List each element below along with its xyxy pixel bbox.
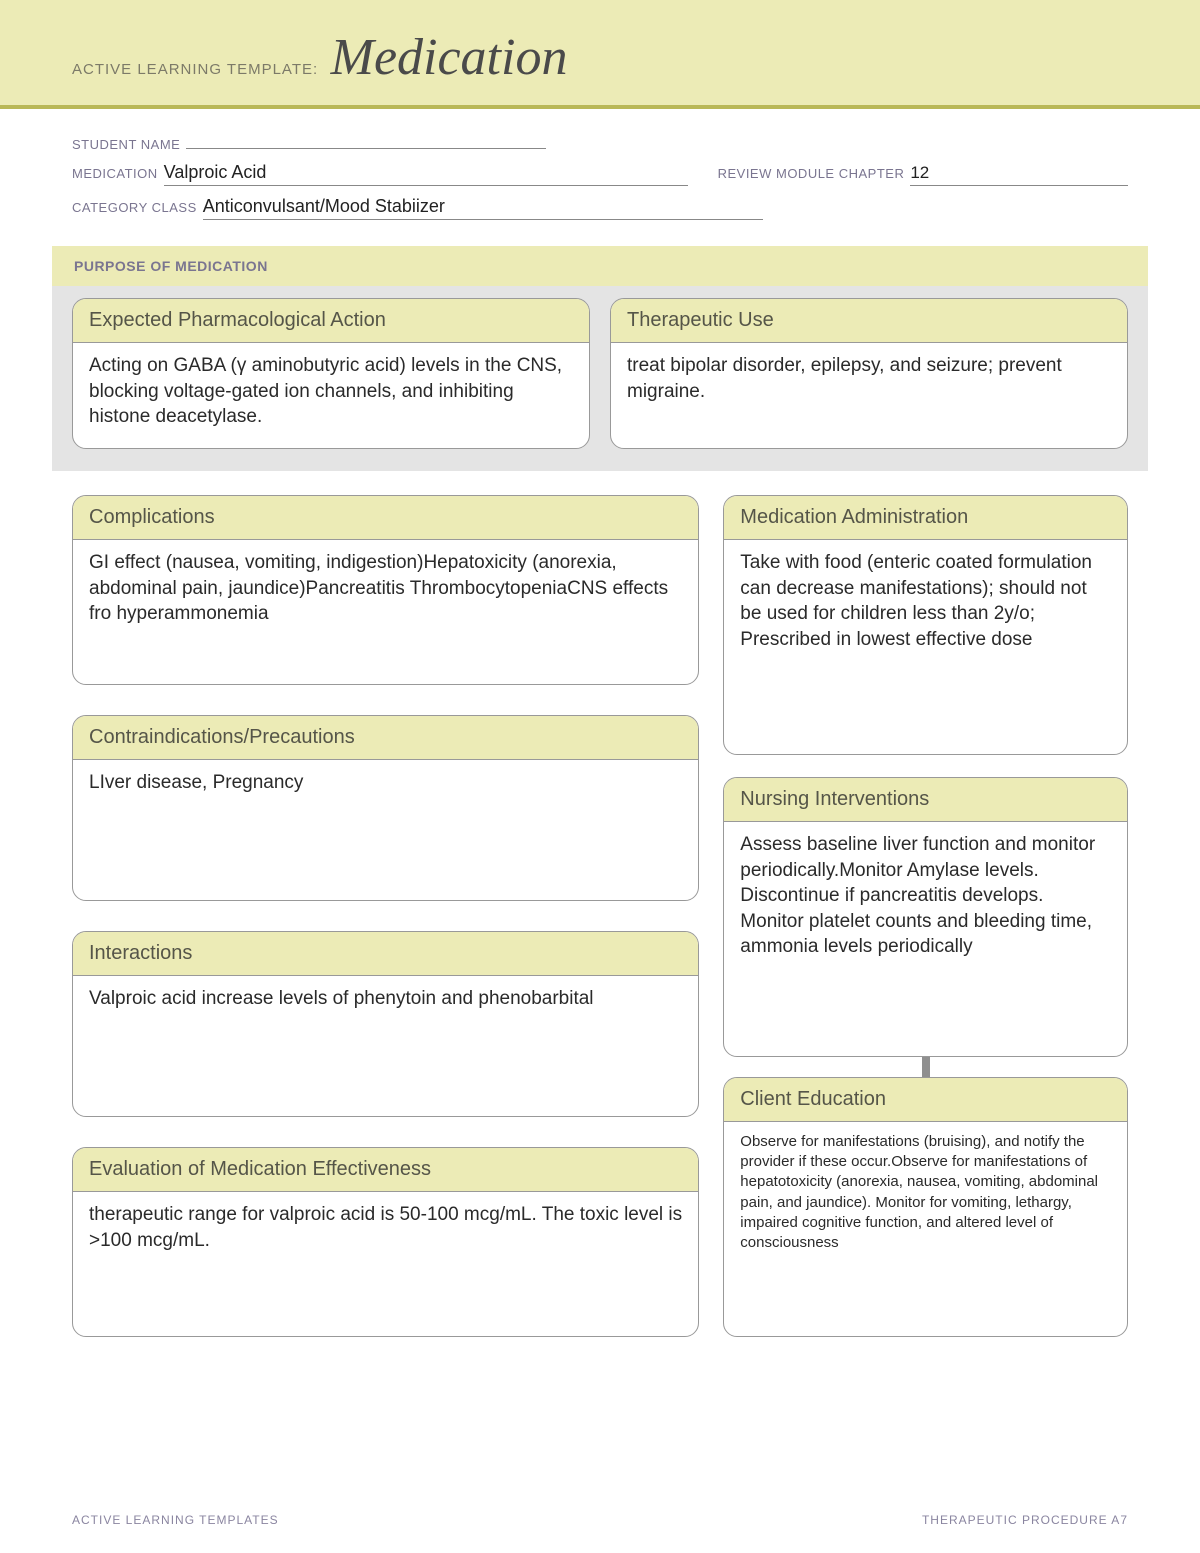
contraindications-card: Contraindications/Precautions LIver dise…: [72, 715, 699, 901]
category-label: CATEGORY CLASS: [72, 200, 197, 215]
education-body: Observe for manifestations (bruising), a…: [724, 1122, 1127, 1336]
contraindications-body: LIver disease, Pregnancy: [73, 760, 698, 900]
medication-value[interactable]: Valproic Acid: [164, 162, 688, 186]
evaluation-title: Evaluation of Medication Effectiveness: [73, 1148, 698, 1192]
nursing-body: Assess baseline liver function and monit…: [724, 822, 1127, 1056]
page: ACTIVE LEARNING TEMPLATE: Medication STU…: [0, 0, 1200, 1553]
nursing-title: Nursing Interventions: [724, 778, 1127, 822]
interactions-title: Interactions: [73, 932, 698, 976]
therapeutic-use-title: Therapeutic Use: [611, 299, 1127, 343]
therapeutic-use-body: treat bipolar disorder, epilepsy, and se…: [611, 343, 1127, 448]
nursing-education-group: Nursing Interventions Assess baseline li…: [723, 777, 1128, 1337]
right-column: Medication Administration Take with food…: [723, 495, 1128, 1337]
evaluation-card: Evaluation of Medication Effectiveness t…: [72, 1147, 699, 1337]
review-label: REVIEW MODULE CHAPTER: [718, 166, 905, 181]
education-title: Client Education: [724, 1078, 1127, 1122]
administration-title: Medication Administration: [724, 496, 1127, 540]
medication-label: MEDICATION: [72, 166, 158, 181]
category-row: CATEGORY CLASS Anticonvulsant/Mood Stabi…: [72, 196, 1128, 220]
footer-right: THERAPEUTIC PROCEDURE A7: [922, 1513, 1128, 1527]
medication-row: MEDICATION Valproic Acid: [72, 162, 688, 186]
expected-action-title: Expected Pharmacological Action: [73, 299, 589, 343]
administration-body: Take with food (enteric coated formulati…: [724, 540, 1127, 754]
footer-left: ACTIVE LEARNING TEMPLATES: [72, 1513, 279, 1527]
student-name-row: STUDENT NAME: [72, 131, 1128, 152]
administration-card: Medication Administration Take with food…: [723, 495, 1128, 755]
interactions-card: Interactions Valproic acid increase leve…: [72, 931, 699, 1117]
therapeutic-use-card: Therapeutic Use treat bipolar disorder, …: [610, 298, 1128, 449]
student-name-value[interactable]: [186, 131, 546, 149]
left-column: Complications GI effect (nausea, vomitin…: [72, 495, 699, 1337]
expected-action-card: Expected Pharmacological Action Acting o…: [72, 298, 590, 449]
header-band: ACTIVE LEARNING TEMPLATE: Medication: [0, 0, 1200, 109]
interactions-body: Valproic acid increase levels of phenyto…: [73, 976, 698, 1116]
nursing-card: Nursing Interventions Assess baseline li…: [723, 777, 1128, 1057]
contraindications-title: Contraindications/Precautions: [73, 716, 698, 760]
expected-action-body: Acting on GABA (γ aminobutyric acid) lev…: [73, 343, 589, 448]
purpose-title: PURPOSE OF MEDICATION: [52, 246, 1148, 286]
meta-block: STUDENT NAME MEDICATION Valproic Acid RE…: [0, 109, 1200, 246]
header-prefix: ACTIVE LEARNING TEMPLATE:: [72, 61, 318, 78]
connector-line: [922, 1057, 930, 1077]
purpose-section: PURPOSE OF MEDICATION Expected Pharmacol…: [52, 246, 1148, 471]
review-row: REVIEW MODULE CHAPTER 12: [718, 163, 1128, 186]
student-name-label: STUDENT NAME: [72, 137, 180, 152]
evaluation-body: therapeutic range for valproic acid is 5…: [73, 1192, 698, 1336]
main-grid: Complications GI effect (nausea, vomitin…: [0, 471, 1200, 1337]
category-value[interactable]: Anticonvulsant/Mood Stabiizer: [203, 196, 763, 220]
complications-body: GI effect (nausea, vomiting, indigestion…: [73, 540, 698, 684]
complications-card: Complications GI effect (nausea, vomitin…: [72, 495, 699, 685]
complications-title: Complications: [73, 496, 698, 540]
header-title: Medication: [331, 28, 568, 87]
review-value[interactable]: 12: [910, 163, 1128, 186]
footer: ACTIVE LEARNING TEMPLATES THERAPEUTIC PR…: [72, 1513, 1128, 1527]
education-card: Client Education Observe for manifestati…: [723, 1077, 1128, 1337]
